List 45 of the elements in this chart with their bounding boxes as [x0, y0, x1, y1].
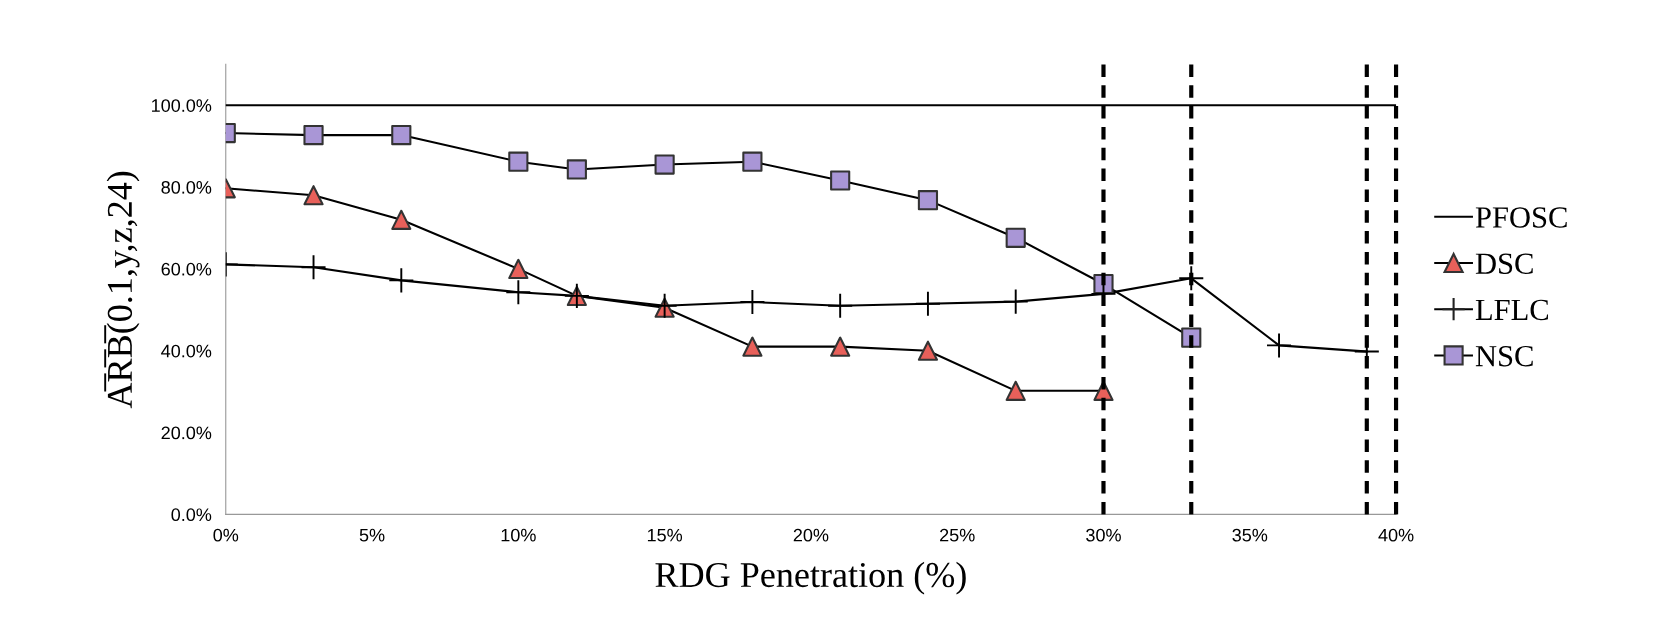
point: [391, 124, 412, 146]
point: [742, 151, 763, 172]
point: [1005, 380, 1026, 401]
y-tick-label: 0.0%: [171, 508, 212, 522]
y-tick-label: 20.0%: [161, 426, 212, 440]
point: [1005, 227, 1026, 248]
point: [830, 170, 851, 191]
legend-label: NSC: [1475, 345, 1533, 367]
y-tick-label: 60.0%: [161, 262, 212, 276]
point: [566, 159, 587, 180]
point: [508, 151, 529, 172]
point: [506, 280, 531, 305]
point: [1267, 333, 1292, 358]
x-tick-label: 15%: [647, 528, 683, 542]
point: [391, 209, 412, 230]
point: [915, 291, 940, 316]
point: [1179, 266, 1204, 291]
y-tick-label: 80.0%: [161, 180, 212, 194]
x-tick-label: 30%: [1086, 528, 1121, 542]
point: [303, 185, 324, 206]
point: [508, 258, 529, 279]
y-tick-label: 40.0%: [161, 344, 212, 358]
y-axis-title: A̅R̅B̅(0.1,y,z,24): [104, 171, 140, 409]
point: [654, 154, 675, 175]
point: [742, 336, 763, 357]
x-axis-title: RDG Penetration (%): [655, 561, 966, 595]
x-tick-label: 25%: [940, 528, 975, 542]
point: [303, 124, 324, 146]
point: [740, 290, 765, 315]
point: [830, 336, 851, 357]
x-tick-label: 20%: [793, 528, 829, 542]
point: [389, 268, 414, 293]
x-tick-label: 10%: [501, 528, 536, 542]
point: [1003, 289, 1028, 314]
point: [917, 340, 939, 361]
legend-label: DSC: [1475, 253, 1533, 274]
x-tick-label: 0%: [213, 528, 239, 542]
y-tick-label: 100.0%: [152, 99, 212, 112]
legend-label: PFOSC: [1475, 207, 1567, 228]
x-tick-label: 40%: [1378, 528, 1414, 542]
legend-label: LFLC: [1475, 299, 1548, 321]
x-tick-label: 35%: [1232, 528, 1268, 542]
point: [917, 190, 939, 211]
x-tick-label: 5%: [359, 528, 385, 542]
point: [828, 293, 853, 318]
